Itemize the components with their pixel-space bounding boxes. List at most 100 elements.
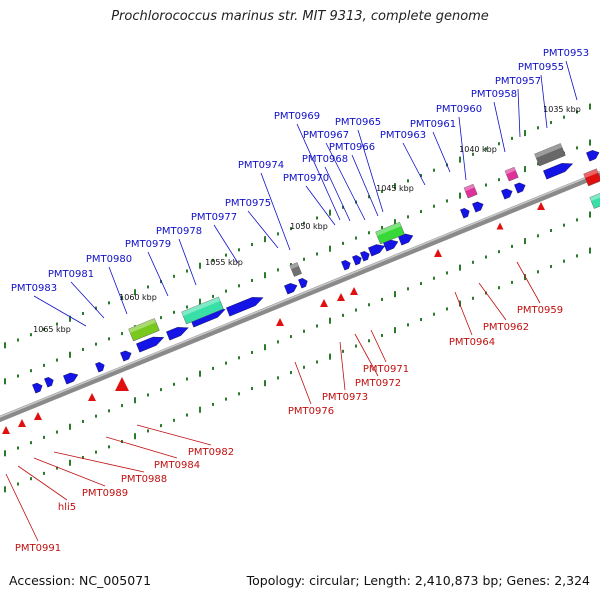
track-tick <box>420 318 422 322</box>
track-tick <box>498 286 500 290</box>
track-tick <box>108 301 110 305</box>
track-tick <box>433 312 435 316</box>
track-tick <box>368 303 370 307</box>
forward-gene-arrow <box>360 251 370 262</box>
reverse-gene-arrow <box>2 426 10 434</box>
gene-label-fwd: PMT0978 <box>156 226 202 237</box>
feature-box-pink-shine <box>463 184 475 192</box>
track-tick <box>56 466 58 470</box>
track-tick <box>30 369 32 373</box>
leader-line-rev <box>478 282 507 321</box>
track-tick <box>433 276 435 280</box>
track-tick <box>43 435 45 439</box>
track-tick <box>238 392 240 396</box>
gene-label-fwd: PMT0968 <box>302 154 348 165</box>
feature-box-green <box>128 318 160 342</box>
feature-box-teal-2 <box>589 191 600 209</box>
track-tick <box>407 179 409 183</box>
leader-line-fwd <box>402 142 426 186</box>
reverse-gene-arrow <box>434 249 442 257</box>
track-tick <box>17 482 19 486</box>
forward-gene-arrow <box>95 362 105 373</box>
leader-line-fwd <box>213 224 239 264</box>
track-tick <box>264 344 266 351</box>
gene-label-fwd: PMT0965 <box>335 117 381 128</box>
forward-gene-arrow <box>501 188 513 200</box>
gene-label-fwd: PMT0953 <box>543 48 589 59</box>
track-tick <box>589 211 591 218</box>
track-tick <box>121 332 123 336</box>
forward-gene-arrow <box>514 182 526 194</box>
label-leader-layer <box>5 60 578 542</box>
gene-label-fwd: PMT0963 <box>380 130 426 141</box>
track-tick <box>160 424 162 428</box>
gene-label-fwd: PMT0980 <box>86 254 132 265</box>
track-tick <box>368 195 370 199</box>
feature-box-teal-shine <box>181 296 221 316</box>
track-tick <box>4 486 6 493</box>
feature-box-lime <box>375 221 405 245</box>
track-tick <box>290 371 292 375</box>
track-tick <box>355 308 357 312</box>
leader-line-fwd <box>458 116 467 181</box>
feature-box-dark <box>534 143 566 167</box>
track-tick <box>251 386 253 390</box>
track-tick <box>82 419 84 423</box>
track-tick <box>43 363 45 367</box>
track-tick <box>329 245 331 252</box>
track-tick <box>264 380 266 387</box>
track-tick <box>82 455 84 459</box>
forward-gene-arrow <box>298 278 308 289</box>
feature-box-red-body <box>583 168 600 187</box>
track-tick <box>69 459 71 466</box>
track-tick <box>277 268 279 272</box>
gene-label-rev: PMT0973 <box>322 392 368 403</box>
leader-line-rev <box>105 436 178 459</box>
track-tick <box>4 342 6 349</box>
track-tick <box>290 335 292 339</box>
reverse-gene-arrow <box>276 318 284 326</box>
track-layer <box>0 103 600 493</box>
track-tick <box>316 324 318 328</box>
track-tick <box>186 377 188 381</box>
track-tick <box>498 142 500 146</box>
track-tick <box>95 450 97 454</box>
leader-line-rev <box>454 291 473 336</box>
track-tick <box>277 340 279 344</box>
track-tick <box>316 252 318 256</box>
track-tick <box>420 210 422 214</box>
track-tick <box>472 296 474 300</box>
gene-label-fwd: PMT0969 <box>274 111 320 122</box>
track-tick <box>589 139 591 146</box>
forward-gene-arrow <box>166 327 189 341</box>
track-tick <box>485 183 487 187</box>
gene-label-fwd: PMT0979 <box>125 239 171 250</box>
track-tick <box>199 370 201 377</box>
track-tick <box>173 310 175 314</box>
gene-label-rev: PMT0989 <box>82 488 128 499</box>
leader-line-fwd <box>517 88 521 138</box>
feature-box-dark-shine <box>534 143 563 158</box>
track-tick <box>186 269 188 273</box>
genome-backbone <box>0 170 600 423</box>
track-tick <box>56 322 58 326</box>
leader-line-fwd <box>296 123 341 221</box>
leader-line-fwd <box>178 238 197 286</box>
feature-box-red-shine <box>583 168 599 178</box>
track-tick <box>446 307 448 311</box>
track-tick <box>394 219 396 226</box>
gene-label-fwd: PMT0975 <box>225 198 271 209</box>
map-title: Prochlorococcus marinus str. MIT 9313, c… <box>111 9 489 24</box>
feature-box-pink <box>463 183 478 199</box>
leader-line-rev <box>17 465 68 501</box>
leader-line-fwd <box>305 185 336 226</box>
track-tick <box>472 260 474 264</box>
leader-line-fwd <box>565 60 578 101</box>
gene-label-fwd: PMT0961 <box>410 119 456 130</box>
track-tick <box>173 418 175 422</box>
track-tick <box>212 402 214 406</box>
track-tick <box>381 225 383 229</box>
kbp-tick-label: 1040 kbp <box>459 145 497 154</box>
reverse-gene-arrow <box>34 412 42 420</box>
